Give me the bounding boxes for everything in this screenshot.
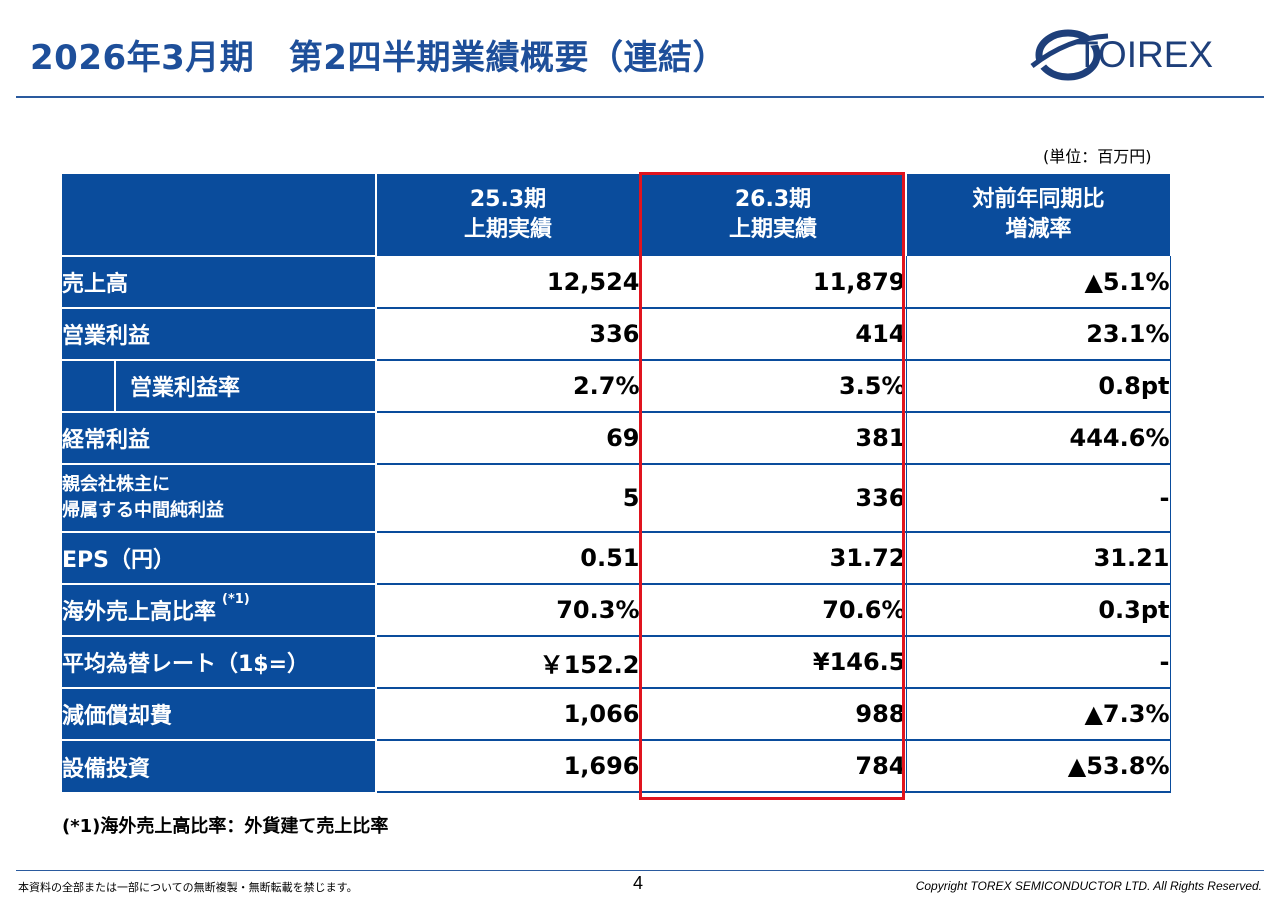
cell-value: 336 [376,308,641,361]
cell-value: ￥152.2 [376,636,641,689]
column-header-line1: 対前年同期比 [972,187,1105,212]
slide-title: 2026年3月期 第2四半期業績概要（連結） [30,38,727,78]
indent-spacer [62,361,116,411]
row-label-operating-margin: 営業利益率 [62,359,377,412]
footer-disclaimer: 本資料の全部または一部についての無断複製・無断転載を禁じます。 [18,881,358,894]
cell-value: 5 [376,464,641,533]
cell-value: 70.3% [376,584,641,637]
row-label-eps: EPS（円） [62,531,377,584]
cell-value: 0.8pt [906,360,1171,413]
cell-value: ▲7.3% [906,688,1171,741]
row-label-overseas-ratio: 海外売上高比率 (*1) [62,583,377,636]
logo-text: TOIREX [1076,34,1214,75]
cell-value: 31.21 [906,532,1171,585]
row-label-fx-rate: 平均為替レート（1$=） [62,635,377,688]
cell-value: 2.7% [376,360,641,413]
column-header-prev-h1: 25.3期 上期実績 [376,174,641,256]
cell-value: 988 [640,688,907,741]
cell-value: 0.3pt [906,584,1171,637]
torex-globe-icon [1030,29,1109,81]
row-label-operating-income: 営業利益 [62,307,377,360]
cell-value: 3.5% [640,360,907,413]
table-header-row: 25.3期 上期実績 26.3期 上期実績 対前年同期比 増減率 [62,174,1170,256]
table-row-fx-rate: 平均為替レート（1$=） ￥152.2 ¥146.5 - [62,635,1171,689]
cell-value: 23.1% [906,308,1171,361]
table-row-ordinary-income: 経常利益 69 381 444.6% [62,411,1171,465]
financial-summary-table: 25.3期 上期実績 26.3期 上期実績 対前年同期比 増減率 売上高 12,… [62,174,1171,793]
cell-value: ¥146.5 [640,636,907,689]
footer-divider [16,870,1264,871]
table-row-eps: EPS（円） 0.51 31.72 31.21 [62,531,1171,585]
cell-value: ▲5.1% [906,256,1171,309]
cell-value: 11,879 [640,256,907,309]
cell-value: 12,524 [376,256,641,309]
cell-value: 69 [376,412,641,465]
column-header-line2: 増減率 [1005,217,1072,242]
footer-copyright: Copyright TOREX SEMICONDUCTOR LTD. All R… [915,879,1262,893]
column-header-line2: 上期実績 [463,217,552,242]
row-sublabel: 営業利益率 [130,376,241,401]
page-number: 4 [633,873,644,893]
row-label-net-income: 親会社株主に 帰属する中間純利益 [62,463,377,532]
footnote-marker: (*1) [222,592,250,607]
cell-value: 1,696 [376,740,641,793]
header-corner-cell [62,174,377,256]
column-header-line2: 上期実績 [728,217,817,242]
title-divider [16,96,1264,98]
table-row-net-sales: 売上高 12,524 11,879 ▲5.1% [62,255,1171,309]
table-row-depreciation: 減価償却費 1,066 988 ▲7.3% [62,687,1171,741]
table-row-net-income: 親会社株主に 帰属する中間純利益 5 336 - [62,463,1171,533]
cell-value: - [906,464,1171,533]
table-row-overseas-ratio: 海外売上高比率 (*1) 70.3% 70.6% 0.3pt [62,583,1171,637]
cell-value: 31.72 [640,532,907,585]
footnote: (*1)海外売上高比率：外貨建て売上比率 [62,816,389,837]
cell-value: 0.51 [376,532,641,585]
column-header-curr-h1: 26.3期 上期実績 [640,174,907,256]
column-header-yoy: 対前年同期比 増減率 [906,174,1170,256]
row-label-text: 海外売上高比率 [62,600,217,625]
table-row-operating-income: 営業利益 336 414 23.1% [62,307,1171,361]
cell-value: 70.6% [640,584,907,637]
cell-value: 381 [640,412,907,465]
cell-value: 784 [640,740,907,793]
cell-value: 444.6% [906,412,1171,465]
table-row-capex: 設備投資 1,696 784 ▲53.8% [62,739,1171,793]
cell-value: - [906,636,1171,689]
row-label-ordinary-income: 経常利益 [62,411,377,464]
row-label-net-sales: 売上高 [62,255,377,308]
cell-value: 1,066 [376,688,641,741]
cell-value: ▲53.8% [906,740,1171,793]
row-label-capex: 設備投資 [62,739,377,792]
column-header-line1: 26.3期 [734,187,812,212]
table-row-operating-margin: 営業利益率 2.7% 3.5% 0.8pt [62,359,1171,413]
unit-label: (単位：百万円) [1043,147,1152,166]
current-period-highlight-frame [639,172,905,800]
column-header-line1: 25.3期 [469,187,547,212]
row-label-line1: 親会社株主に [62,474,170,495]
cell-value: 336 [640,464,907,533]
row-label-line2: 帰属する中間純利益 [62,500,224,521]
row-label-depreciation: 減価償却費 [62,687,377,740]
cell-value: 414 [640,308,907,361]
